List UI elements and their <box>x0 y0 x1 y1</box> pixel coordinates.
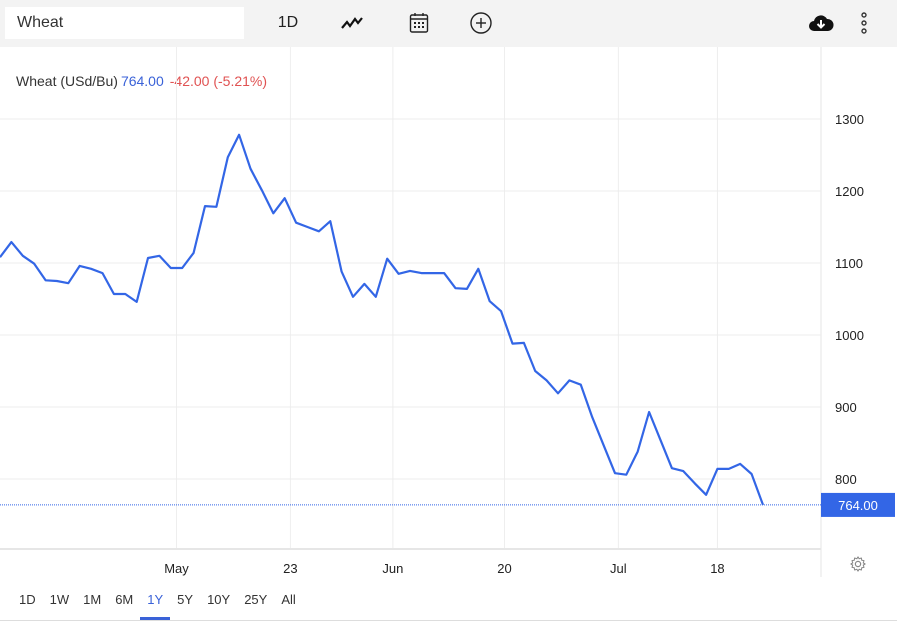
settings-gear-icon[interactable] <box>849 555 867 573</box>
x-tick-label: Jul <box>610 561 627 576</box>
date-range-button[interactable] <box>407 10 431 36</box>
range-button-1d[interactable]: 1D <box>19 592 36 607</box>
price-series-line <box>0 133 765 506</box>
x-tick-label: 23 <box>283 561 297 576</box>
y-tick-label: 800 <box>835 472 857 487</box>
range-button-all[interactable]: All <box>281 592 296 607</box>
toolbar: 1D <box>0 0 897 47</box>
chart-legend: Wheat (USd/Bu) 764.00 -42.00 (-5.21%) <box>16 73 267 89</box>
legend-price: 764.00 <box>120 73 164 89</box>
bottom-divider <box>0 620 897 621</box>
download-button[interactable] <box>807 10 835 36</box>
legend-change: -42.00 (-5.21%) <box>169 73 268 89</box>
y-tick-label: 1000 <box>835 328 864 343</box>
cloud-download-icon <box>809 15 834 31</box>
y-tick-label: 1200 <box>835 184 864 199</box>
range-button-6m[interactable]: 6M <box>115 592 134 607</box>
price-chart[interactable]: 800 900 1000 1100 1200 1300 May 23 Jun 20 Jul 18 764… <box>0 47 897 582</box>
chart-type-button[interactable] <box>340 10 364 36</box>
x-tick-label: 20 <box>497 561 511 576</box>
compare-button[interactable] <box>469 10 493 36</box>
range-button-1w[interactable]: 1W <box>49 592 70 607</box>
range-button-25y[interactable]: 25Y <box>244 592 268 607</box>
last-price-badge <box>821 492 895 517</box>
x-tick-label: May <box>164 561 189 576</box>
interval-button[interactable]: 1D <box>277 14 299 31</box>
y-tick-label: 1300 <box>835 112 864 127</box>
range-button-5y[interactable]: 5Y <box>177 592 194 607</box>
x-tick-label: Jun <box>382 561 403 576</box>
y-tick-label: 900 <box>835 400 857 415</box>
line-chart-icon <box>341 17 363 29</box>
more-options-button[interactable] <box>856 10 872 36</box>
add-circle-icon <box>470 12 492 34</box>
more-vertical-icon <box>861 12 867 34</box>
y-tick-label: 1100 <box>835 256 863 271</box>
range-selector: 1D 1W 1M 6M 1Y 5Y 10Y 25Y All <box>12 588 303 620</box>
range-button-10y[interactable]: 10Y <box>207 592 231 607</box>
legend-symbol-name: Wheat (USd/Bu) <box>16 73 118 89</box>
x-tick-label: 18 <box>710 561 724 576</box>
range-button-1y[interactable]: 1Y <box>140 588 171 620</box>
last-price-label: 764.00 <box>838 498 878 513</box>
range-button-1m[interactable]: 1M <box>83 592 102 607</box>
symbol-search-input[interactable] <box>5 7 244 39</box>
calendar-icon <box>409 13 429 33</box>
